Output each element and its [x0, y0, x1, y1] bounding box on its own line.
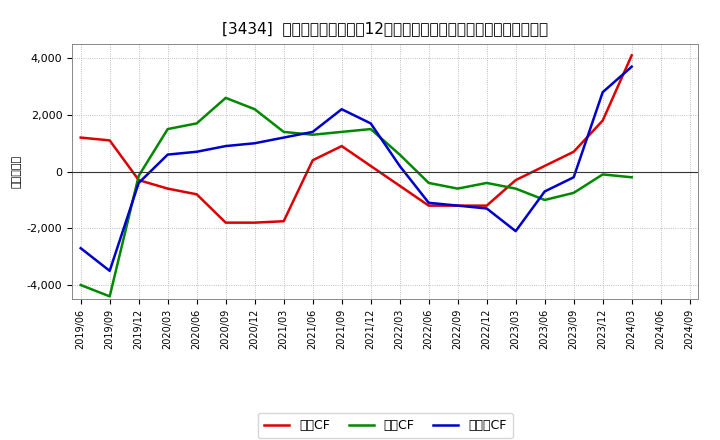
営業CF	[338, 143, 346, 149]
営業CF	[598, 118, 607, 123]
フリーCF	[511, 228, 520, 234]
投資CF	[627, 175, 636, 180]
投資CF	[424, 180, 433, 186]
営業CF	[570, 149, 578, 154]
フリーCF	[627, 64, 636, 70]
投資CF	[135, 173, 143, 179]
フリーCF	[251, 141, 259, 146]
フリーCF	[570, 175, 578, 180]
営業CF	[76, 135, 85, 140]
フリーCF	[482, 206, 491, 211]
Title: [3434]  キャッシュフローの12か月移動合計の対前年同期増減額の推移: [3434] キャッシュフローの12か月移動合計の対前年同期増減額の推移	[222, 21, 548, 36]
フリーCF	[308, 129, 317, 135]
投資CF	[511, 186, 520, 191]
フリーCF	[366, 121, 375, 126]
営業CF	[627, 53, 636, 58]
フリーCF	[454, 203, 462, 208]
営業CF	[279, 219, 288, 224]
フリーCF	[105, 268, 114, 274]
フリーCF	[541, 189, 549, 194]
投資CF	[105, 294, 114, 299]
営業CF	[366, 163, 375, 169]
投資CF	[454, 186, 462, 191]
営業CF	[424, 203, 433, 208]
投資CF	[570, 190, 578, 195]
投資CF	[598, 172, 607, 177]
投資CF	[279, 129, 288, 135]
営業CF	[511, 177, 520, 183]
営業CF	[308, 158, 317, 163]
投資CF	[338, 129, 346, 135]
投資CF	[192, 121, 201, 126]
営業CF	[541, 163, 549, 169]
フリーCF	[395, 163, 404, 169]
フリーCF	[135, 180, 143, 186]
投資CF	[251, 106, 259, 112]
投資CF	[308, 132, 317, 137]
フリーCF	[338, 106, 346, 112]
投資CF	[482, 180, 491, 186]
フリーCF	[163, 152, 172, 157]
投資CF	[395, 152, 404, 157]
投資CF	[541, 197, 549, 202]
投資CF	[221, 95, 230, 100]
Legend: 営業CF, 投資CF, フリーCF: 営業CF, 投資CF, フリーCF	[258, 413, 513, 438]
フリーCF	[598, 90, 607, 95]
営業CF	[221, 220, 230, 225]
フリーCF	[192, 149, 201, 154]
フリーCF	[424, 200, 433, 205]
投資CF	[163, 126, 172, 132]
投資CF	[76, 282, 85, 288]
営業CF	[454, 203, 462, 208]
Line: フリーCF: フリーCF	[81, 67, 631, 271]
営業CF	[482, 203, 491, 208]
Y-axis label: （百万円）: （百万円）	[11, 155, 21, 188]
投資CF	[366, 126, 375, 132]
営業CF	[135, 177, 143, 183]
営業CF	[163, 186, 172, 191]
Line: 投資CF: 投資CF	[81, 98, 631, 297]
Line: 営業CF: 営業CF	[81, 55, 631, 223]
フリーCF	[279, 135, 288, 140]
営業CF	[192, 192, 201, 197]
営業CF	[395, 183, 404, 188]
営業CF	[105, 138, 114, 143]
フリーCF	[76, 246, 85, 251]
営業CF	[251, 220, 259, 225]
フリーCF	[221, 143, 230, 149]
